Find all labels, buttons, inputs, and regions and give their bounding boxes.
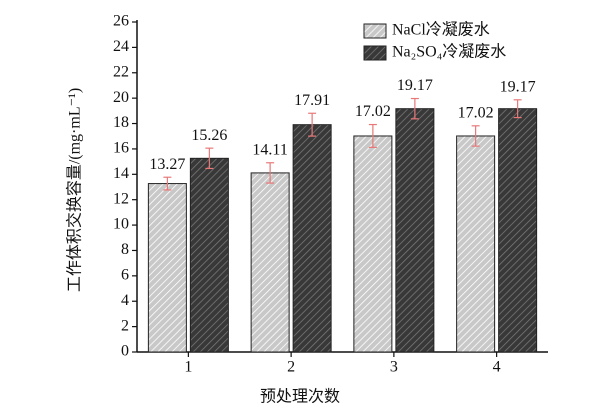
legend-label: NaCl冷凝废水	[392, 21, 490, 39]
bar	[456, 135, 496, 353]
error-bar	[205, 147, 214, 170]
data-label: 19.17	[397, 77, 433, 94]
x-tick-label: 2	[287, 359, 295, 376]
bar	[189, 157, 229, 353]
y-tick-label: 16	[113, 140, 129, 157]
y-tick-label: 22	[113, 63, 129, 80]
error-bar	[308, 112, 317, 137]
bar	[498, 108, 538, 353]
bar	[147, 183, 187, 353]
error-bar	[471, 125, 480, 147]
error-bar	[368, 123, 377, 148]
data-label: 15.26	[191, 127, 227, 144]
y-tick-label: 6	[121, 267, 129, 284]
bar	[292, 124, 332, 353]
legend-swatch	[363, 45, 387, 61]
legend-swatch	[363, 23, 387, 39]
y-tick-label: 24	[113, 38, 129, 55]
y-axis-label: 工作体积交换容量/(mg·mL⁻¹)	[66, 88, 84, 292]
legend-label: Na₂SO₄冷凝废水	[392, 43, 506, 61]
data-label: 19.17	[500, 78, 536, 95]
y-tick-label: 2	[121, 317, 129, 334]
y-tick-label: 8	[121, 241, 129, 258]
x-tick-label: 4	[493, 359, 501, 376]
error-bar	[410, 97, 419, 120]
bar	[395, 108, 435, 353]
y-tick-label: 14	[113, 165, 129, 182]
data-label: 17.02	[355, 103, 391, 120]
bar	[250, 172, 290, 353]
bar	[353, 135, 393, 353]
x-axis-label: 预处理次数	[260, 388, 340, 406]
x-tick-label: 1	[184, 359, 192, 376]
x-tick-label: 3	[390, 359, 398, 376]
y-tick-label: 18	[113, 114, 129, 131]
data-label: 14.11	[252, 141, 287, 158]
y-tick-label: 12	[113, 190, 129, 207]
error-bar	[163, 176, 172, 191]
y-tick-label: 0	[121, 343, 129, 360]
error-bar	[513, 99, 522, 119]
data-label: 17.91	[294, 92, 330, 109]
y-tick-label: 10	[113, 216, 129, 233]
error-bar	[266, 162, 275, 184]
y-tick-label: 20	[113, 89, 129, 106]
data-label: 13.27	[149, 156, 185, 173]
data-label: 17.02	[458, 104, 494, 121]
y-tick-label: 26	[113, 13, 129, 30]
y-tick-label: 4	[121, 292, 129, 309]
